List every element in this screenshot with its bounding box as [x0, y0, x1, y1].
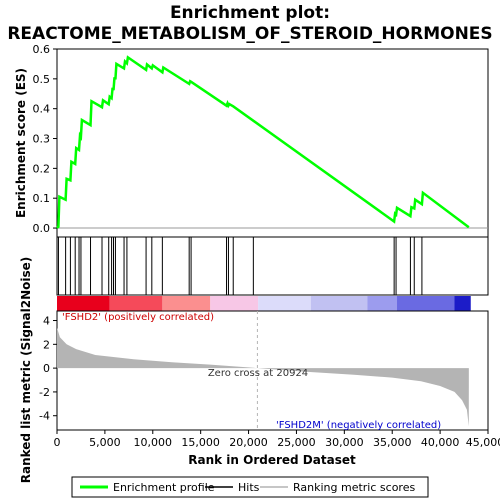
es-plot-frame — [56, 48, 489, 238]
x-axis-label: Rank in Ordered Dataset — [188, 453, 356, 467]
colorbar-segment — [310, 296, 368, 311]
x-tick-label: 5,000 — [89, 436, 121, 449]
metric-y-axis-label: Ranked list metric (Signal2Noise) — [19, 257, 33, 484]
colorbar-segment — [109, 296, 163, 311]
x-tick-label: 10,000 — [134, 436, 173, 449]
x-tick-label: 40,000 — [421, 436, 460, 449]
x-axis: 0 5,000 10,000 15,000 20,000 25,000 30,000 35,0… — [54, 430, 500, 449]
legend-box — [71, 476, 429, 498]
hit-markers — [57, 237, 423, 295]
x-tick-label: 15,000 — [181, 436, 220, 449]
x-tick-label: 35,000 — [373, 436, 412, 449]
x-tick-label: 25,000 — [277, 436, 316, 449]
es-y-tick-label: 0.5 — [33, 73, 51, 86]
es-panel: 0.0 0.1 0.2 0.3 0.4 0.5 0.6 Enrichment score (… — [14, 43, 489, 238]
hits-frame — [56, 236, 489, 296]
x-tick-label: 20,000 — [229, 436, 268, 449]
metric-y-tick-label: 2 — [43, 338, 50, 351]
colorbar-segment — [57, 296, 110, 311]
enrichment-profile-line — [56, 55, 470, 229]
metric-y-axis: -4 -2 0 2 4 — [39, 315, 57, 423]
metric-y-tick-label: 4 — [43, 315, 50, 328]
hits-panel — [56, 236, 489, 296]
chart-title-line1: Enrichment plot: — [170, 3, 330, 23]
x-tick-label: 30,000 — [325, 436, 364, 449]
colorbar-segment — [162, 296, 211, 311]
legend-label: Enrichment profile — [113, 481, 215, 494]
colorbar-segment — [397, 296, 455, 311]
colorbar-segment — [210, 296, 259, 311]
es-y-tick-label: 0.0 — [33, 222, 51, 235]
es-y-tick-label: 0.2 — [33, 162, 51, 175]
positive-correlation-label: 'FSHD2' (positively correlated) — [62, 312, 214, 323]
es-y-tick-label: 0.6 — [33, 43, 51, 56]
colorbar-segment — [367, 296, 398, 311]
metric-y-tick-label: -2 — [39, 386, 50, 399]
es-y-axis: 0.0 0.1 0.2 0.3 0.4 0.5 0.6 — [33, 43, 57, 235]
x-tick-label: 45,000 — [466, 436, 500, 449]
legend: Enrichment profile Hits Ranking metric sco… — [71, 476, 429, 498]
colorbar-segment — [258, 296, 311, 311]
negative-correlation-label: 'FSHD2M' (negatively correlated) — [276, 420, 441, 431]
es-y-axis-label: Enrichment score (ES) — [14, 68, 28, 218]
metric-y-tick-label: -4 — [39, 410, 50, 423]
es-y-tick-label: 0.3 — [33, 133, 51, 146]
es-y-tick-label: 0.1 — [33, 192, 51, 205]
x-tick-label: 0 — [54, 436, 61, 449]
chart-title-line2: REACTOME_METABOLISM_OF_STEROID_HORMONES — [7, 24, 492, 44]
legend-label: Ranking metric scores — [293, 481, 415, 494]
zero-cross-label: Zero cross at 20924 — [208, 368, 308, 379]
ranking-metric-area — [57, 327, 469, 427]
legend-label: Hits — [238, 481, 260, 494]
es-y-tick-label: 0.4 — [33, 103, 51, 116]
colorbar-segment — [454, 296, 471, 311]
metric-y-tick-label: 0 — [43, 362, 50, 375]
ranked-colorbar — [57, 296, 471, 311]
